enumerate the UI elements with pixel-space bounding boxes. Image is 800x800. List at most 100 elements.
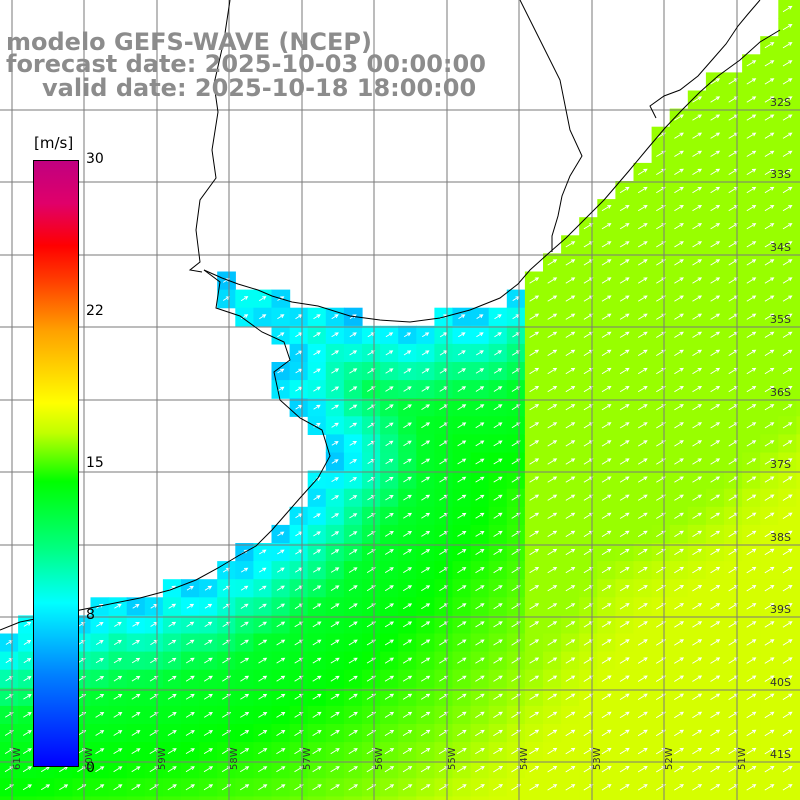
wind-arrow [746, 784, 757, 791]
wind-arrow [349, 350, 358, 356]
wind-arrow [619, 331, 630, 338]
wind-arrow [330, 621, 340, 628]
wind-arrow [330, 549, 340, 555]
wind-arrow [782, 766, 793, 773]
wind-arrow [764, 657, 775, 664]
wind-arrow [619, 512, 630, 519]
wind-arrow [330, 657, 340, 664]
wind-arrow [475, 531, 485, 537]
wind-arrow [565, 639, 576, 646]
wind-arrow [637, 422, 648, 429]
wind-speed-cell [0, 796, 19, 800]
wind-arrow [475, 368, 485, 374]
wind-arrow [674, 259, 684, 266]
wind-arrow [746, 440, 757, 447]
wind-arrow [637, 277, 648, 284]
wind-arrow [402, 784, 413, 791]
wind-arrow [457, 458, 467, 465]
wind-speed-cell [796, 253, 800, 273]
wind-arrow [674, 566, 685, 574]
wind-arrow [476, 332, 484, 338]
wind-arrow [457, 693, 467, 700]
wind-speed-cell [796, 669, 800, 689]
wind-speed-cell [633, 796, 653, 800]
wind-arrow [710, 205, 721, 212]
wind-arrow [185, 693, 195, 700]
wind-arrow [185, 712, 195, 718]
wind-arrow [529, 657, 540, 664]
wind-arrow [547, 530, 558, 537]
wind-arrow [385, 350, 394, 356]
wind-arrow [637, 784, 648, 791]
wind-arrow [167, 675, 177, 682]
wind-arrow [764, 60, 775, 67]
wind-arrow [746, 386, 757, 393]
wind-arrow [710, 548, 721, 556]
wind-arrow [240, 657, 250, 664]
wind-arrow [475, 386, 485, 392]
wind-arrow [402, 585, 413, 592]
wind-arrow [637, 404, 648, 411]
wind-arrow [764, 349, 775, 356]
wind-arrow [403, 332, 412, 338]
wind-arrow [421, 603, 431, 610]
wind-arrow [764, 331, 775, 338]
wind-arrow [692, 603, 703, 610]
wind-arrow [475, 603, 485, 610]
wind-arrow [782, 132, 793, 139]
wind-arrow [349, 422, 358, 428]
wind-arrow [710, 566, 721, 574]
wind-arrow [474, 784, 485, 791]
wind-arrow [674, 675, 684, 682]
wind-speed-cell [434, 796, 454, 800]
wind-arrow [420, 693, 431, 700]
wind-arrow [421, 621, 431, 628]
wind-arrow [22, 730, 32, 736]
wind-arrow [475, 621, 485, 628]
wind-arrow [402, 639, 413, 646]
wind-arrow [384, 531, 394, 537]
wind-arrow [348, 603, 358, 610]
wind-arrow [746, 331, 757, 338]
wind-arrow [330, 567, 340, 573]
wind-arrow [565, 331, 576, 338]
wind-arrow [619, 404, 630, 411]
wind-arrow [764, 530, 775, 538]
wind-arrow [547, 621, 558, 628]
lat-label: 38S [770, 531, 791, 544]
wind-arrow [349, 459, 358, 464]
wind-arrow [619, 639, 630, 646]
wind-arrow [710, 313, 721, 320]
wind-speed-cell [796, 380, 800, 399]
wind-arrow [529, 693, 540, 700]
wind-arrow [385, 476, 394, 483]
wind-arrow [475, 639, 485, 646]
wind-arrow [402, 621, 413, 628]
wind-arrow [457, 621, 467, 628]
wind-arrow [746, 277, 757, 284]
wind-arrow [583, 512, 594, 519]
wind-speed-cell [380, 796, 399, 800]
lat-label: 32S [770, 96, 791, 109]
wind-arrow [421, 512, 431, 519]
wind-arrow [692, 241, 703, 248]
wind-arrow [782, 548, 793, 556]
wind-arrow [746, 729, 757, 737]
wind-arrow [565, 494, 576, 501]
wind-arrow [385, 513, 394, 519]
wind-arrow [420, 711, 431, 718]
wind-arrow [403, 476, 412, 483]
wind-arrow [565, 729, 576, 737]
wind-arrow [692, 205, 703, 212]
wind-speed-cell [54, 796, 73, 800]
wind-arrow [764, 422, 775, 429]
wind-arrow [529, 386, 540, 393]
wind-arrow [114, 621, 122, 627]
wind-arrow [674, 747, 684, 755]
wind-arrow [583, 621, 594, 628]
wind-arrow [312, 675, 322, 682]
wind-arrow [764, 78, 775, 85]
wind-arrow [637, 567, 648, 574]
wind-arrow [330, 711, 340, 718]
